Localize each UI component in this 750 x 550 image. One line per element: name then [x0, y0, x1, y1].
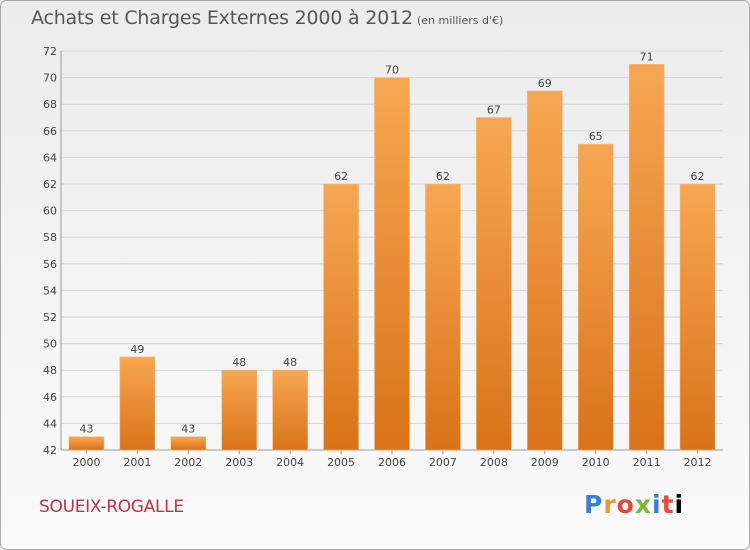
- bar-value-label: 70: [385, 64, 399, 77]
- bar: [221, 369, 257, 451]
- y-tick-label: 56: [43, 258, 57, 271]
- bar-value-label: 43: [181, 423, 195, 436]
- bar: [68, 436, 105, 451]
- y-tick-label: 46: [43, 391, 57, 404]
- y-tick-label: 54: [43, 284, 57, 297]
- bar: [374, 77, 410, 451]
- bar-value-label: 67: [487, 104, 501, 117]
- bar: [170, 436, 207, 451]
- x-tick-label: 2006: [378, 456, 406, 469]
- x-tick-label: 2005: [327, 456, 355, 469]
- y-tick-label: 70: [43, 72, 57, 85]
- y-tick-label: 62: [43, 178, 57, 191]
- x-tick-label: 2002: [174, 456, 202, 469]
- bar: [679, 183, 716, 451]
- bar-value-label: 62: [691, 170, 705, 183]
- x-tick-label: 2010: [582, 456, 610, 469]
- bar-value-label: 62: [334, 170, 348, 183]
- proxiti-logo: Proxiti: [584, 490, 685, 519]
- y-tick-label: 44: [43, 417, 57, 430]
- town-name: SOUEIX-ROGALLE: [39, 497, 184, 517]
- bar: [628, 64, 665, 451]
- y-tick-label: 42: [43, 444, 57, 457]
- bar-value-label: 65: [589, 130, 603, 143]
- y-tick-label: 52: [43, 311, 57, 324]
- x-tick-label: 2009: [531, 456, 559, 469]
- chart-subtitle: (en milliers d'€): [417, 14, 504, 27]
- bar: [476, 117, 512, 451]
- bar-value-label: 49: [130, 343, 144, 356]
- x-tick-label: 2004: [276, 456, 304, 469]
- bar: [425, 183, 461, 451]
- bar-chart: 42 44 46 48 50 52 54 56 58 60 62 64 66 68 70 72 43 2000 49…: [43, 45, 723, 469]
- y-tick-label: 60: [43, 205, 57, 218]
- bar-value-label: 48: [283, 356, 297, 369]
- x-tick-label: 2001: [123, 456, 151, 469]
- x-tick-label: 2011: [633, 456, 661, 469]
- bar-value-label: 43: [79, 423, 93, 436]
- chart-title: Achats et Charges Externes 2000 à 2012: [31, 7, 413, 29]
- bar: [272, 369, 308, 451]
- bar: [323, 183, 359, 451]
- y-tick-label: 58: [43, 231, 57, 244]
- bar-value-label: 71: [640, 50, 654, 63]
- y-tick-label: 72: [43, 45, 57, 58]
- bar: [577, 143, 614, 451]
- y-tick-label: 64: [43, 151, 57, 164]
- bar-value-label: 62: [436, 170, 450, 183]
- bar: [527, 90, 563, 451]
- x-tick-label: 2012: [684, 456, 712, 469]
- bar-value-label: 69: [538, 77, 552, 90]
- y-tick-label: 68: [43, 98, 57, 111]
- y-tick-label: 48: [43, 364, 57, 377]
- y-tick-label: 50: [43, 338, 57, 351]
- bar-value-label: 48: [232, 356, 246, 369]
- bar: [119, 356, 156, 451]
- x-tick-label: 2000: [72, 456, 100, 469]
- x-tick-label: 2007: [429, 456, 457, 469]
- x-tick-label: 2008: [480, 456, 508, 469]
- x-tick-label: 2003: [225, 456, 253, 469]
- y-tick-label: 66: [43, 125, 57, 138]
